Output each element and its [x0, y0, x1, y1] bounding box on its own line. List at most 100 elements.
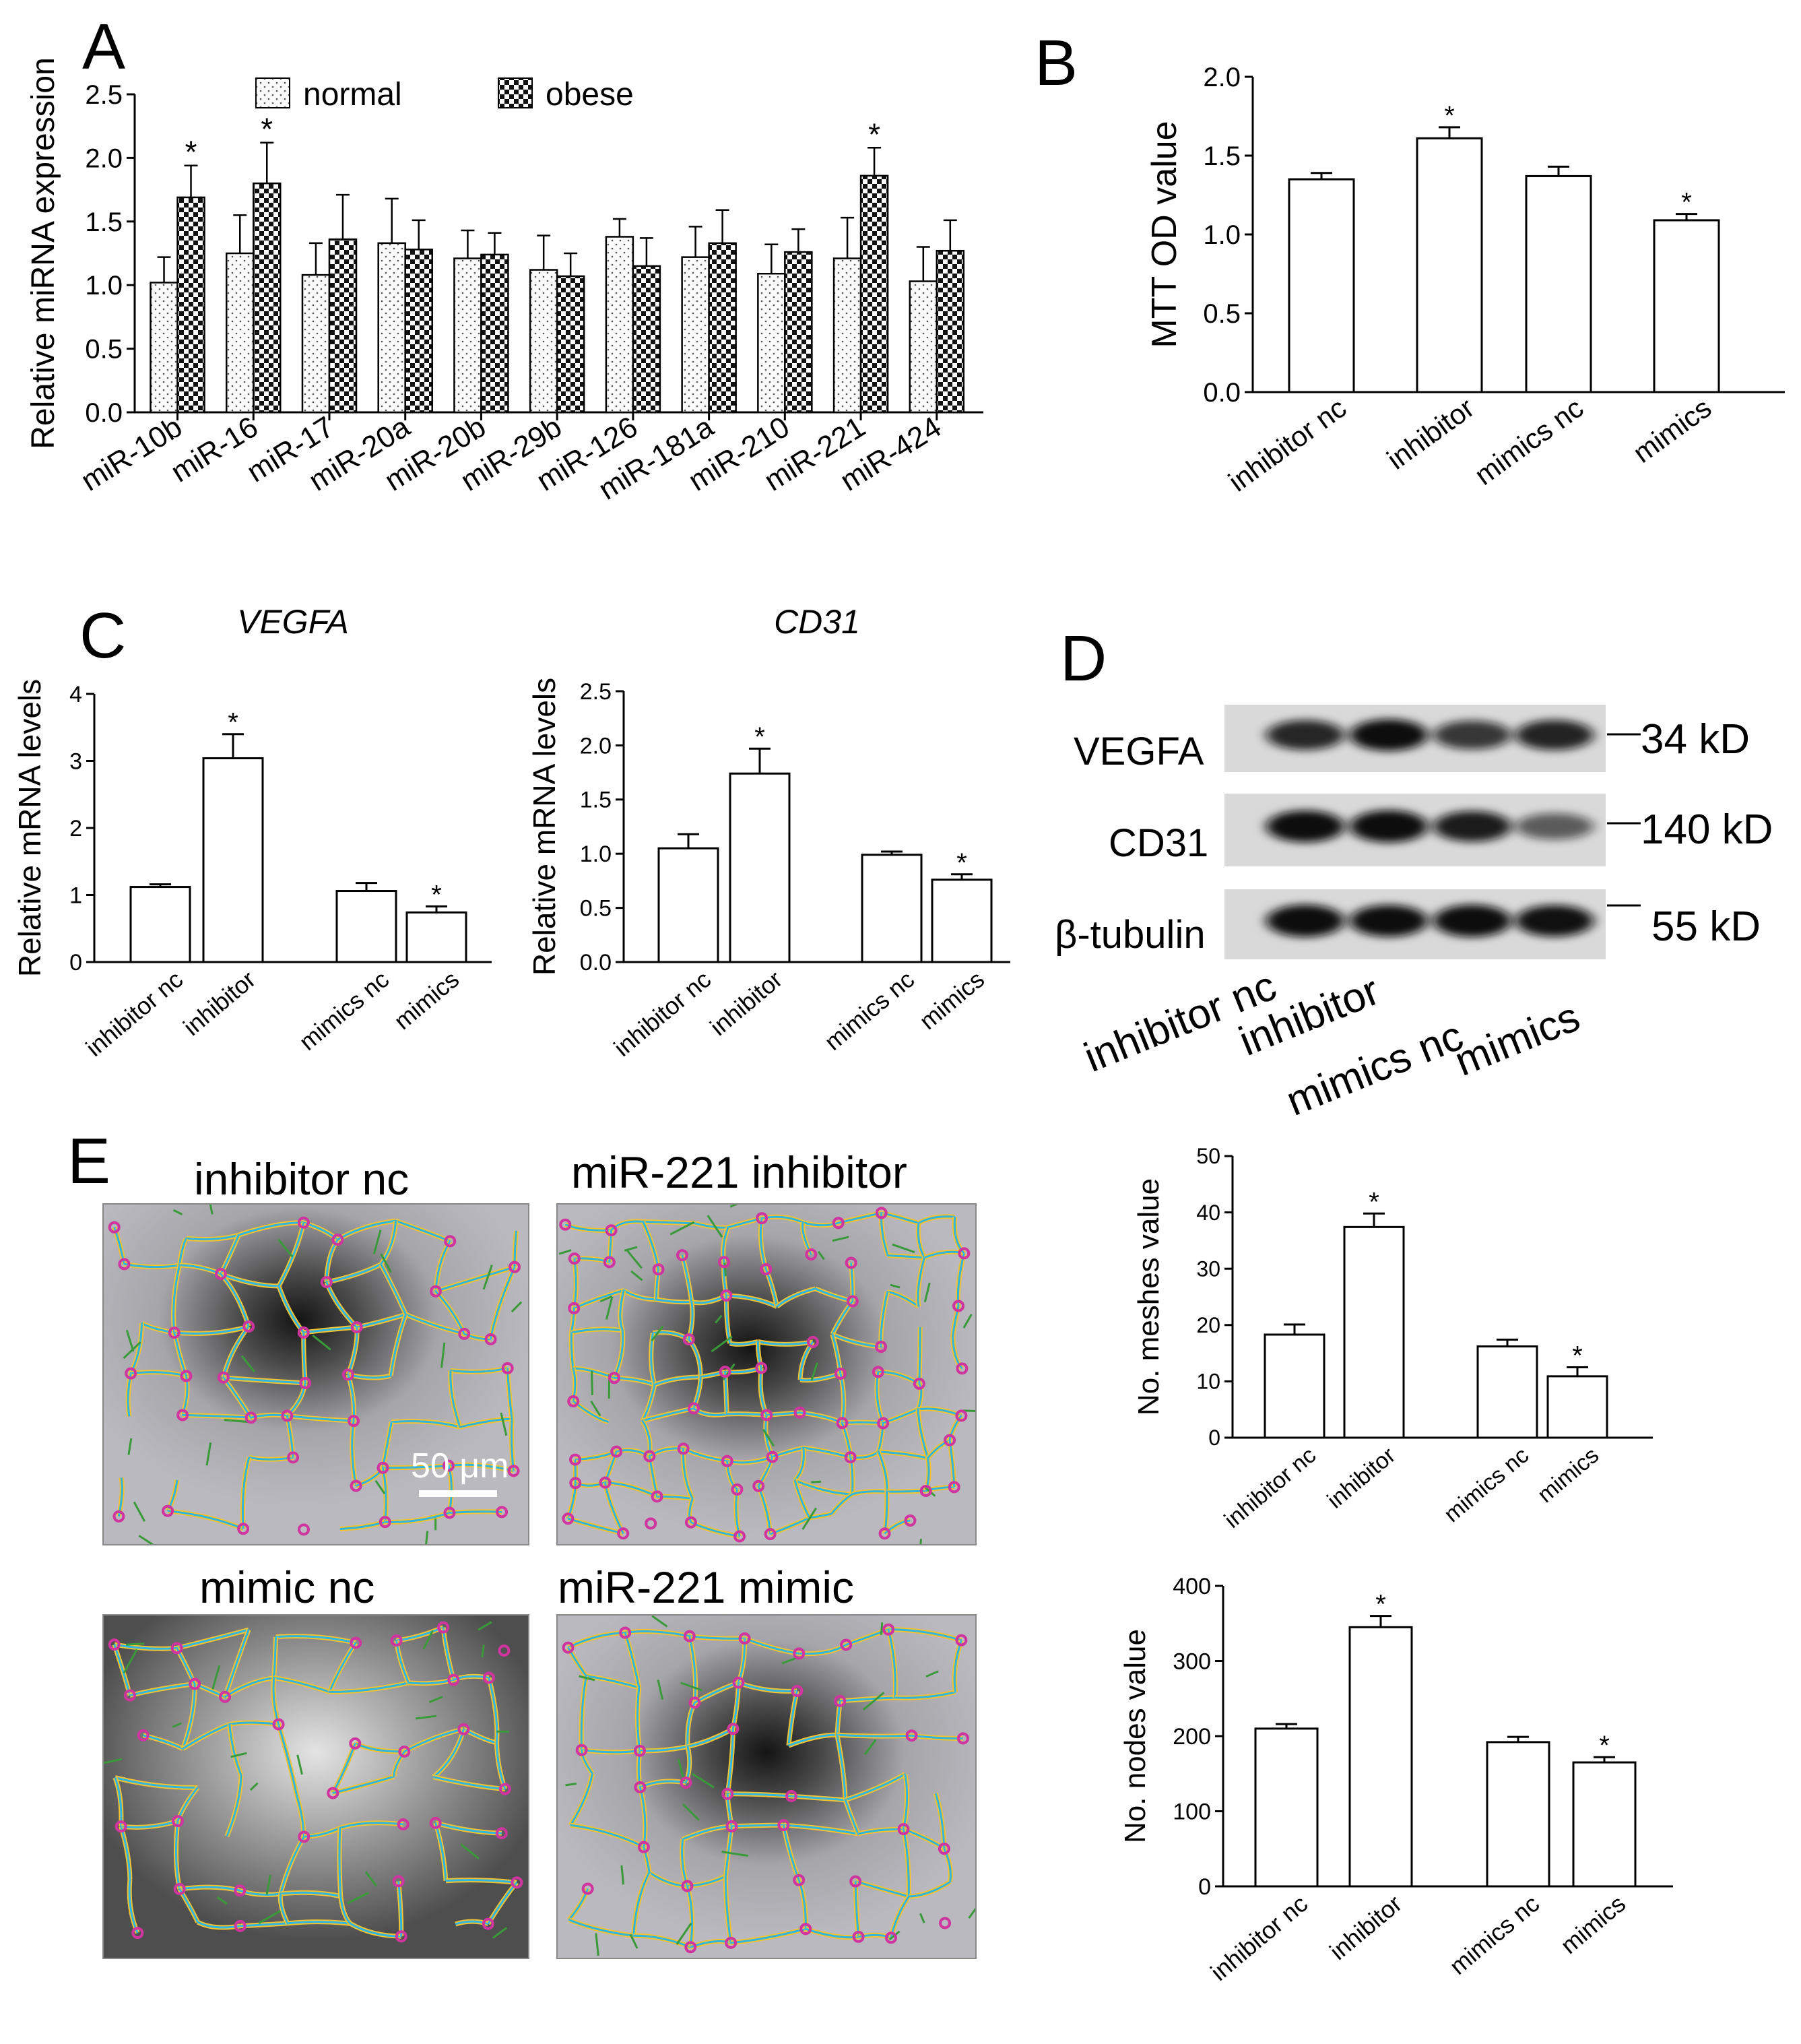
node: [429, 1816, 442, 1829]
y-tick-label: 1.0: [85, 271, 123, 300]
bar: [1525, 174, 1592, 393]
node: [727, 1723, 740, 1735]
node: [732, 1676, 745, 1689]
branch: [138, 1535, 154, 1544]
node: [684, 1516, 697, 1529]
node: [176, 1409, 189, 1422]
node: [720, 1289, 733, 1302]
node: [444, 1235, 457, 1248]
blot-band: [1350, 810, 1428, 843]
branch: [721, 1851, 749, 1857]
branch: [968, 1907, 975, 1919]
bar: [1416, 137, 1483, 393]
tube-segment-core: [619, 1289, 625, 1331]
node: [331, 1234, 344, 1246]
tube-segment-core: [571, 1328, 623, 1334]
tube-segment-core: [279, 1893, 289, 1924]
node: [568, 1302, 581, 1314]
branch: [558, 1249, 572, 1255]
node: [509, 1260, 521, 1273]
branch: [630, 1270, 643, 1281]
y-tick-label: 1.5: [85, 207, 123, 237]
tube-segment-core: [220, 1234, 240, 1275]
node: [171, 1815, 184, 1828]
node: [320, 1276, 333, 1289]
tube-segment-core: [176, 1628, 249, 1649]
y-tick-label: 1.0: [580, 841, 612, 867]
bar: [909, 280, 938, 414]
node: [125, 1367, 137, 1380]
node: [214, 1267, 227, 1280]
tube-segment-core: [172, 1265, 181, 1333]
y-tick-label: 2.5: [85, 80, 123, 110]
tube-segment-core: [802, 1221, 839, 1227]
branch: [104, 1758, 123, 1764]
node: [791, 1685, 804, 1698]
node: [350, 1636, 362, 1649]
y-tick-label: 2.0: [580, 733, 612, 759]
tube-segment-core: [275, 1635, 356, 1644]
branch: [691, 1772, 715, 1789]
tube-segment-core: [729, 1340, 758, 1345]
node: [349, 1737, 362, 1750]
tube-segment-core: [445, 1879, 517, 1884]
tube-segment-core: [783, 1824, 859, 1835]
node: [482, 1917, 494, 1930]
bar: [404, 249, 433, 414]
node: [495, 1827, 508, 1840]
node: [717, 1256, 730, 1269]
y-tick-label: 0: [1198, 1874, 1211, 1900]
blot-label-vegfa: VEGFA: [1074, 730, 1204, 773]
bar: [859, 174, 889, 414]
node: [189, 1678, 201, 1690]
x-tick-label: inhibitor: [178, 965, 261, 1041]
node: [687, 1402, 700, 1415]
node: [643, 1450, 656, 1463]
tube-segment-core: [463, 1333, 491, 1341]
node: [498, 1783, 511, 1795]
blot-band: [1433, 904, 1511, 937]
x-tick-label: mimics nc: [1469, 391, 1590, 491]
tube-segment-core: [948, 1415, 962, 1441]
tube-segment-core: [849, 1457, 854, 1495]
y-tick-label: 1.5: [580, 788, 612, 813]
bar: [1546, 1375, 1608, 1439]
tube-segment-core: [459, 1417, 513, 1428]
tube-segment-core: [633, 1934, 691, 1948]
tube-segment-core: [167, 1510, 244, 1530]
node: [834, 1367, 847, 1380]
branch: [711, 1335, 733, 1353]
y-axis-label: No. meshes value: [1132, 1178, 1165, 1415]
node: [721, 1787, 734, 1800]
branch: [715, 1314, 723, 1324]
tube-segment-core: [788, 1733, 837, 1747]
tube-segment-core: [845, 1773, 906, 1801]
branch: [605, 1296, 614, 1320]
x-tick-label: mimics: [1533, 1442, 1604, 1508]
y-axis-label: Relative mRNA levels: [527, 678, 562, 976]
node: [878, 1527, 891, 1540]
tube-segment-core: [952, 1337, 963, 1370]
blot-label-cd31: CD31: [1109, 821, 1209, 865]
tube-segment-core: [917, 1383, 923, 1410]
branch: [209, 1205, 214, 1215]
tube-segment-core: [277, 1222, 305, 1287]
tube-segment-core: [280, 1891, 341, 1898]
tube-segment-core: [570, 1333, 575, 1369]
bar: [605, 236, 634, 414]
western-blot: VEGFA CD31 β-tubulin 34 kD 140 kD 55 kD …: [1051, 701, 1801, 1125]
tube-segment-core: [220, 1273, 279, 1287]
node: [897, 1823, 910, 1836]
node: [948, 1481, 960, 1494]
tube-segment-core: [844, 1799, 859, 1834]
tube-segment-core: [878, 1450, 928, 1459]
tube-segment-core: [688, 1302, 694, 1340]
branch: [832, 1236, 849, 1242]
tube-segment-core: [836, 1734, 847, 1800]
node: [956, 1732, 969, 1745]
image-title-mimic-nc: mimic nc: [199, 1562, 375, 1612]
branch: [919, 1913, 925, 1923]
bar: [936, 249, 965, 414]
node: [297, 1523, 310, 1536]
branch: [680, 1682, 702, 1692]
